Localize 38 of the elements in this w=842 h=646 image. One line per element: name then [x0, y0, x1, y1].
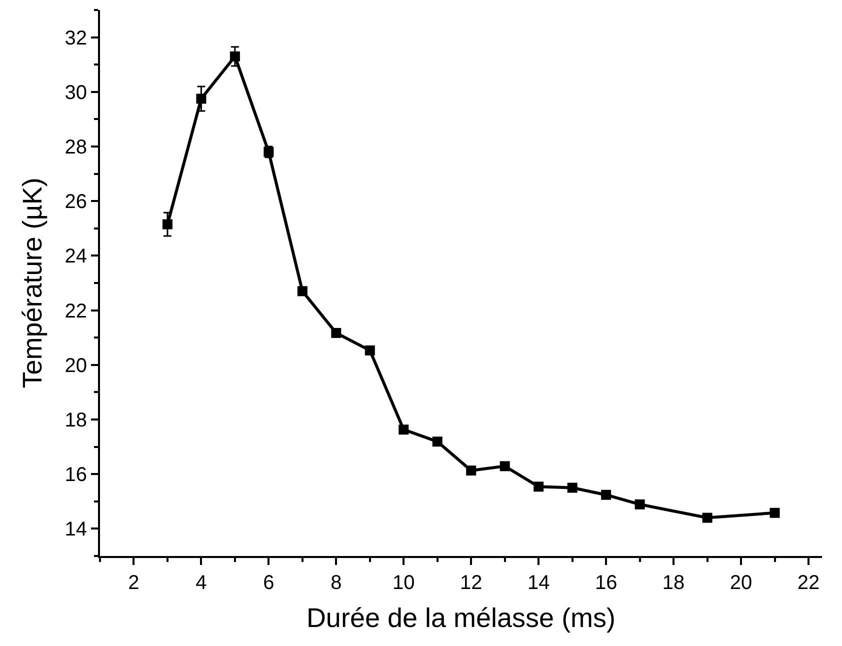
point	[398, 424, 409, 435]
x-tick-label: 6	[263, 572, 274, 594]
y-tick-label: 26	[64, 191, 87, 214]
y-tick-label: 20	[64, 354, 87, 377]
point	[770, 508, 780, 518]
y-tick-label: 22	[64, 300, 87, 322]
y-axis-title: Température (µK)	[17, 178, 48, 388]
x-tick-label: 22	[797, 572, 820, 594]
x-tick-label: 10	[392, 572, 415, 594]
x-axis-title: Durée de la mélasse (ms)	[306, 602, 616, 633]
point	[230, 51, 240, 62]
point	[196, 94, 206, 104]
y-tick-label: 30	[64, 82, 87, 104]
point	[331, 328, 342, 338]
x-tick-label: 4	[196, 572, 207, 594]
point	[162, 219, 172, 230]
point	[702, 512, 712, 523]
y-tick-label: 16	[64, 464, 87, 486]
y-tick-label: 28	[64, 136, 87, 158]
point	[534, 482, 544, 492]
x-tick-label: 14	[527, 572, 550, 594]
point	[601, 490, 612, 500]
y-tick-label: 14	[64, 518, 87, 541]
y-tick-label: 32	[64, 27, 87, 50]
point	[500, 461, 510, 472]
y-tick-label: 18	[64, 410, 87, 432]
point	[567, 482, 578, 493]
x-tick-label: 12	[460, 572, 482, 594]
x-tick-label: 2	[128, 572, 140, 594]
point	[432, 436, 442, 447]
x-tick-label: 16	[594, 572, 618, 594]
point	[364, 345, 375, 356]
y-tick-label: 24	[64, 246, 87, 268]
x-tick-label: 8	[330, 572, 342, 594]
x-tick-label: 20	[730, 572, 752, 594]
point	[466, 466, 476, 476]
point	[634, 499, 645, 510]
x-tick-label: 18	[662, 572, 685, 594]
